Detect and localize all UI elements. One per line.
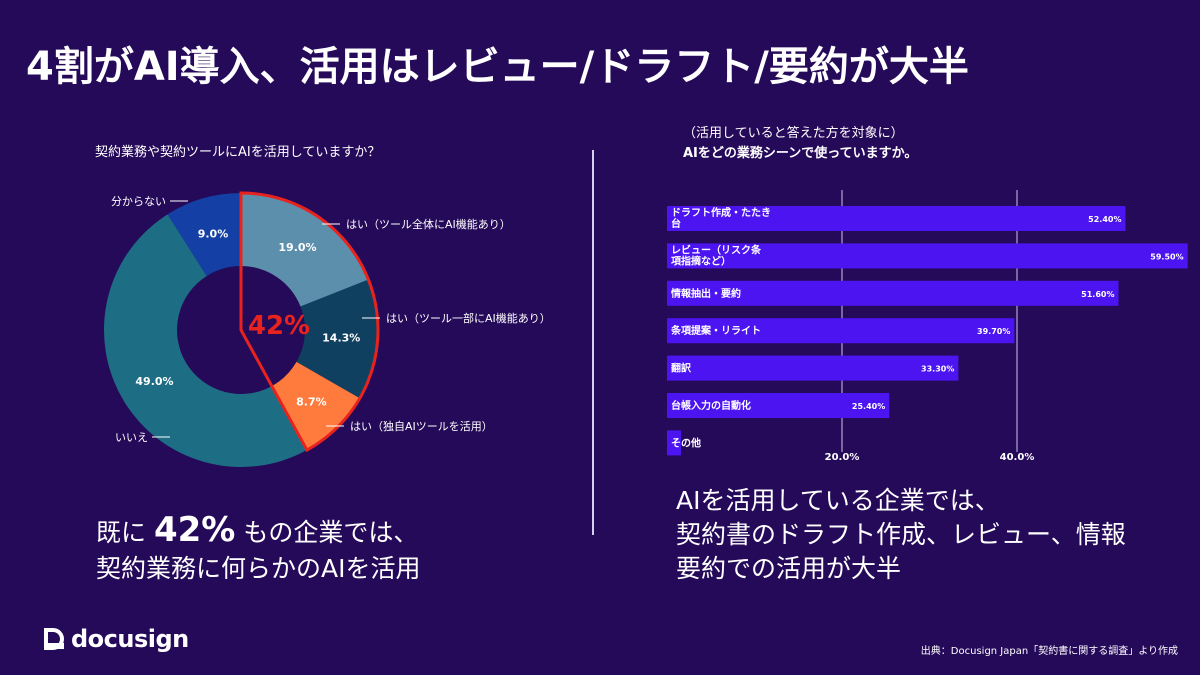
bar-category-label: 条項提案・リライト [670,324,761,337]
source-note: 出典：Docusign Japan「契約書に関する調査」より作成 [920,646,1178,657]
donut-chart: 19.0% 14.3% 8.7% 49.0% 9.0% 42% はい（ツール全体にAI機能あ… [104,191,551,467]
slice-value-label: 19.0% [278,241,316,254]
bar-value-label: 51.60% [1081,290,1114,299]
docusign-logo-icon [44,628,64,650]
bar-category-label: 台帳入力の自動化 [671,399,751,412]
bar-value-label: 52.40% [1088,215,1121,224]
slice-value-label: 8.7% [296,396,327,409]
bar-category-label: レビュー（リスク条 [671,243,762,256]
bar [667,206,1126,231]
category-label: 分からない [111,195,166,208]
summary-right-line-2: 契約書のドラフト作成、レビュー、情報 [676,520,1126,549]
logo-text: docusign [71,625,189,653]
category-label: いいえ [115,431,148,444]
category-label: はい（ツール一部にAI機能あり） [386,311,551,325]
summary-left-line-1: 既に 42% もの企業では、 [96,512,420,551]
bar-value-label: 25.40% [852,402,885,411]
summary-left-highlight: 42% [153,510,236,550]
summary-right-line-3: 要約での活用が大半 [676,554,902,583]
bar [667,318,1015,344]
donut-slice [296,279,378,399]
donut-slice [104,214,308,467]
bar-question: （活用していると答えた方を対象に） AIをどの業務シーンで使っていますか。 [683,124,917,164]
page-title: 4割がAI導入、活用はレビュー/ドラフト/要約が大半 [26,44,969,90]
bar [667,355,959,381]
docusign-logo: docusign [44,625,189,653]
category-label: はい（ツール全体にAI機能あり） [346,217,511,231]
summary-right-line-1: AIを活用している企業では、 [676,486,1000,515]
bar [667,280,1119,306]
summary-left-prefix: 既に [96,518,147,547]
highlight-percent-label: 42% [248,311,310,341]
bar-category-label: 情報抽出・要約 [671,287,741,300]
summary-left-line-2: 契約業務に何らかのAIを活用 [96,554,421,583]
bar-category-label: ドラフト作成・たたき [671,206,771,219]
bar-category-label: 項指摘など） [671,254,731,267]
summary-left: 既に 42% もの企業では、 契約業務に何らかのAIを活用 [96,512,420,587]
section-divider [592,150,594,535]
summary-left-suffix: もの企業では、 [243,518,419,547]
slice-value-label: 49.0% [135,375,173,388]
x-tick-label: 20.0% [825,452,860,463]
bar-value-label: 39.70% [977,327,1010,336]
bar-question-line-1: （活用していると答えた方を対象に） [683,126,904,141]
slice-value-label: 9.0% [198,227,229,240]
bar [667,393,890,418]
bar-question-line-2: AIをどの業務シーンで使っていますか。 [683,146,918,161]
donut-question: 契約業務や契約ツールにAIを活用していますか？ [95,145,381,160]
donut-slice [241,193,369,307]
category-label: はい（独自AIツールを活用） [350,420,493,433]
bar-category-label: 台 [671,217,681,230]
donut-slice [271,361,360,451]
bar-category-label: その他 [671,436,701,449]
bar-value-label: 59.50% [1150,252,1183,261]
bar [667,430,681,456]
slice-value-label: 14.3% [322,331,360,344]
summary-right: AIを活用している企業では、 契約書のドラフト作成、レビュー、情報 要約での活用… [676,484,1126,586]
bar-value-label: 33.30% [921,365,954,374]
highlight-outline [239,191,380,453]
donut-slice [167,193,241,276]
bar-category-label: 翻訳 [671,362,692,375]
x-tick-label: 40.0% [1000,452,1035,463]
bar [667,243,1188,269]
